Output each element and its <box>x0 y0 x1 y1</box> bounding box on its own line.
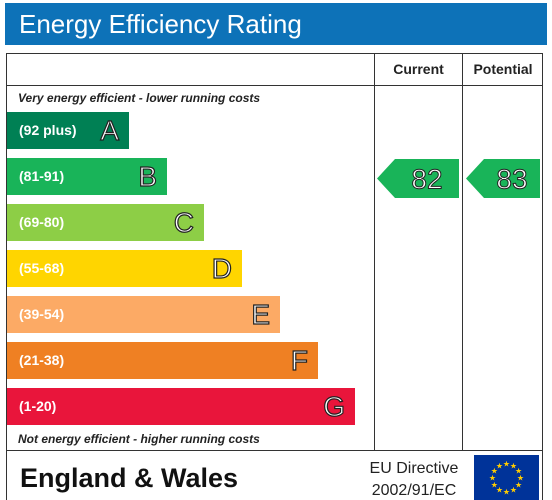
chart-title: Energy Efficiency Rating <box>5 3 547 45</box>
star-icon: ★ <box>515 467 522 476</box>
band-g: (1-20) G <box>7 388 355 425</box>
band-letter-label: F <box>290 344 308 376</box>
top-caption: Very energy efficient - lower running co… <box>18 91 261 105</box>
star-icon: ★ <box>496 461 503 470</box>
rating-frame <box>6 53 543 500</box>
band-e: (39-54) E <box>7 296 280 333</box>
band-letter-label: D <box>211 252 232 284</box>
band-f: (21-38) F <box>7 342 318 379</box>
band-letter-label: G <box>323 390 346 422</box>
star-icon: ★ <box>510 461 517 470</box>
directive-line-1: EU Directive <box>369 460 459 477</box>
star-icon: ★ <box>491 481 498 490</box>
band-b: (81-91) B <box>7 158 167 195</box>
band-letter-label: C <box>173 206 194 238</box>
star-icon: ★ <box>496 486 503 495</box>
band-range-label: (92 plus) <box>19 122 77 138</box>
eu-flag-icon: ★ ★ ★ ★ ★ ★ ★ ★ ★ ★ ★ ★ <box>474 455 539 500</box>
band-range-label: (69-80) <box>19 214 65 230</box>
directive-line-2: 2002/91/EC <box>371 482 457 499</box>
star-icon: ★ <box>489 474 496 483</box>
band-range-label: (21-38) <box>19 352 65 368</box>
band-a: (92 plus) A <box>7 112 129 149</box>
footer-divider <box>6 450 543 451</box>
star-icon: ★ <box>503 460 510 469</box>
star-icon: ★ <box>515 481 522 490</box>
region-label: England & Wales <box>20 463 239 493</box>
bottom-caption: Not energy efficient - higher running co… <box>18 432 260 446</box>
current-column-divider <box>374 53 375 450</box>
current-column-header: Current <box>393 61 444 77</box>
band-range-label: (55-68) <box>19 260 65 276</box>
band-d: (55-68) D <box>7 250 242 287</box>
band-c: (69-80) C <box>7 204 204 241</box>
band-letter-label: A <box>100 114 120 146</box>
band-range-label: (1-20) <box>19 398 57 414</box>
star-icon: ★ <box>517 474 524 483</box>
band-letter-label: E <box>251 298 271 330</box>
band-range-label: (39-54) <box>19 306 65 322</box>
band-letter-label: B <box>138 160 158 192</box>
header-divider <box>6 85 543 86</box>
eu-directive-label: EU Directive 2002/91/EC <box>360 458 468 500</box>
star-icon: ★ <box>503 488 510 497</box>
star-icon: ★ <box>510 486 517 495</box>
potential-column-divider <box>462 53 463 450</box>
band-range-label: (81-91) <box>19 168 65 184</box>
potential-column-header: Potential <box>473 61 533 77</box>
star-icon: ★ <box>491 467 498 476</box>
